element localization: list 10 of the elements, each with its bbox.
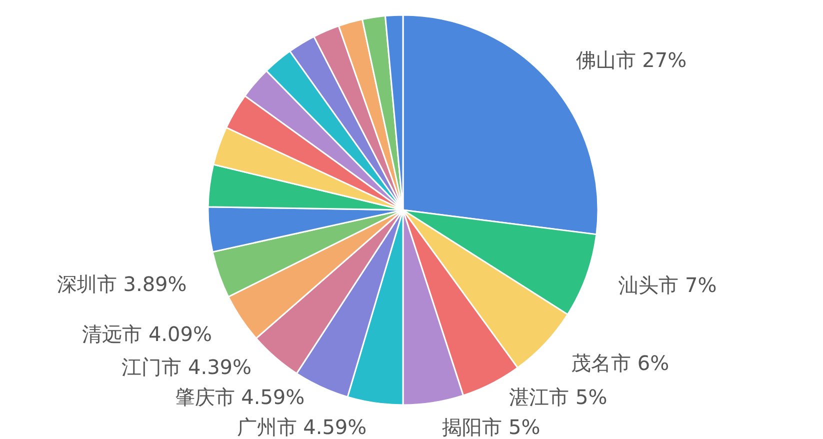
slice-label: 清远市 4.09% — [82, 322, 212, 346]
slice-label: 江门市 4.39% — [122, 355, 252, 379]
slice-label: 佛山市 27% — [576, 48, 687, 72]
slice-label: 广州市 4.59% — [236, 415, 367, 439]
slice-label: 湛江市 5% — [509, 385, 608, 409]
slice-label: 肇庆市 4.59% — [174, 385, 305, 409]
slice-label: 茂名市 6% — [571, 351, 670, 376]
slice-label: 深圳市 3.89% — [56, 272, 187, 296]
slice-label: 揭阳市 5% — [442, 415, 540, 439]
slice-label: 汕头市 7% — [618, 273, 717, 298]
